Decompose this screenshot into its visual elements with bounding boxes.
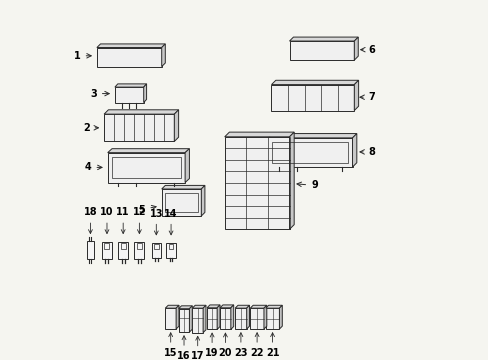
Polygon shape — [178, 306, 192, 309]
Polygon shape — [97, 44, 165, 48]
Polygon shape — [250, 308, 264, 329]
Bar — [87, 241, 94, 259]
Text: 1: 1 — [74, 51, 91, 61]
Polygon shape — [203, 305, 205, 333]
Polygon shape — [165, 308, 176, 329]
Polygon shape — [189, 306, 192, 332]
Polygon shape — [185, 149, 189, 183]
Polygon shape — [217, 305, 220, 329]
Polygon shape — [267, 138, 352, 167]
Bar — [102, 242, 112, 258]
Text: 3: 3 — [90, 89, 109, 99]
Text: 6: 6 — [360, 45, 375, 55]
Bar — [151, 243, 161, 258]
Text: 13: 13 — [149, 209, 163, 235]
Bar — [154, 244, 158, 249]
Bar — [165, 193, 197, 212]
Text: 2: 2 — [83, 123, 98, 133]
Text: 15: 15 — [163, 333, 177, 358]
Polygon shape — [107, 149, 189, 153]
Polygon shape — [289, 37, 358, 41]
Text: 12: 12 — [132, 207, 146, 234]
Polygon shape — [162, 185, 204, 189]
Polygon shape — [230, 305, 233, 329]
Bar — [121, 243, 125, 248]
Bar — [272, 142, 347, 163]
Text: 8: 8 — [359, 147, 375, 157]
Bar — [104, 243, 109, 248]
Polygon shape — [264, 305, 266, 329]
Polygon shape — [265, 305, 282, 308]
Text: 9: 9 — [296, 180, 317, 190]
Polygon shape — [115, 84, 146, 87]
Bar — [137, 243, 142, 248]
Polygon shape — [224, 137, 289, 229]
Polygon shape — [289, 41, 354, 60]
Polygon shape — [165, 305, 179, 308]
Polygon shape — [143, 84, 146, 103]
Text: 16: 16 — [177, 336, 190, 360]
Polygon shape — [289, 132, 294, 229]
Text: 19: 19 — [205, 333, 219, 358]
Polygon shape — [246, 305, 249, 329]
Polygon shape — [201, 185, 204, 216]
Polygon shape — [271, 80, 358, 85]
Polygon shape — [115, 87, 143, 103]
Polygon shape — [97, 48, 162, 67]
Bar — [112, 157, 181, 178]
Text: 22: 22 — [250, 333, 264, 358]
Polygon shape — [162, 44, 165, 67]
Text: 10: 10 — [100, 207, 114, 234]
Polygon shape — [174, 110, 178, 141]
Polygon shape — [104, 110, 178, 114]
Polygon shape — [220, 305, 233, 308]
Text: 20: 20 — [218, 333, 232, 358]
Polygon shape — [176, 305, 179, 329]
Text: 21: 21 — [265, 333, 279, 358]
Polygon shape — [224, 132, 294, 137]
Polygon shape — [104, 114, 174, 141]
Polygon shape — [192, 305, 205, 308]
Text: 5: 5 — [139, 204, 156, 215]
Polygon shape — [267, 134, 356, 138]
Bar — [168, 244, 173, 249]
Polygon shape — [162, 189, 201, 216]
Polygon shape — [206, 308, 217, 329]
Text: 14: 14 — [164, 209, 178, 235]
Polygon shape — [206, 305, 220, 308]
Polygon shape — [354, 37, 358, 60]
Polygon shape — [279, 305, 282, 329]
Polygon shape — [235, 305, 249, 308]
Bar — [134, 242, 144, 258]
Polygon shape — [250, 305, 266, 308]
Text: 17: 17 — [190, 336, 204, 360]
Polygon shape — [192, 308, 203, 333]
Bar — [166, 243, 175, 258]
Polygon shape — [235, 308, 246, 329]
Bar — [118, 242, 128, 258]
Polygon shape — [354, 80, 358, 111]
Text: 7: 7 — [359, 92, 375, 102]
Polygon shape — [107, 153, 185, 183]
Polygon shape — [220, 308, 230, 329]
Text: 23: 23 — [234, 333, 247, 358]
Text: 18: 18 — [83, 207, 97, 234]
Polygon shape — [178, 309, 189, 332]
Text: 4: 4 — [84, 162, 102, 172]
Text: 11: 11 — [116, 207, 130, 234]
Polygon shape — [265, 308, 279, 329]
Polygon shape — [352, 134, 356, 167]
Polygon shape — [271, 85, 354, 111]
